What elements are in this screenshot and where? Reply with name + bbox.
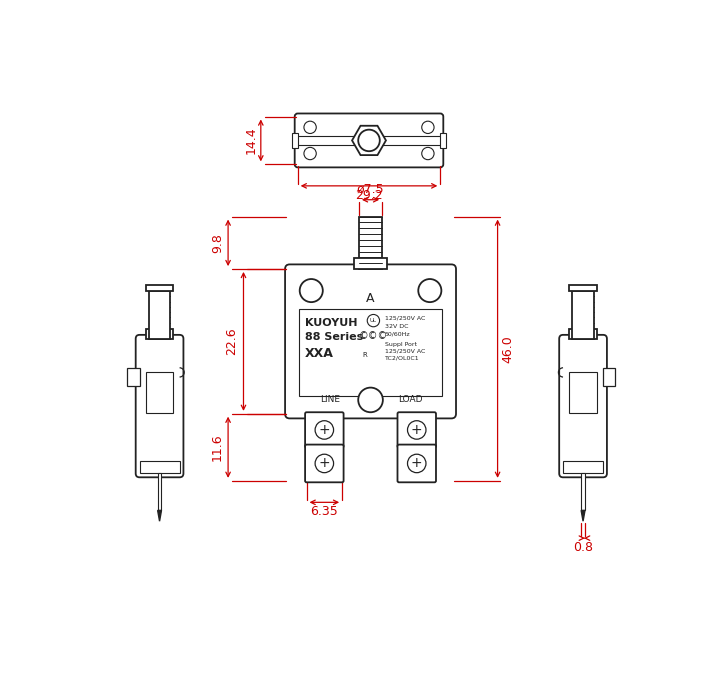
Bar — [572, 291, 594, 339]
Bar — [140, 461, 179, 473]
Text: 32V DC: 32V DC — [385, 324, 408, 329]
Text: KUOYUH: KUOYUH — [305, 318, 358, 328]
Bar — [149, 291, 171, 339]
FancyBboxPatch shape — [559, 335, 607, 477]
Circle shape — [315, 454, 333, 473]
Text: 125/250V AC: 125/250V AC — [385, 316, 426, 321]
Text: 14.4: 14.4 — [245, 127, 258, 154]
Bar — [603, 369, 616, 386]
Text: 22.6: 22.6 — [225, 327, 238, 356]
Text: 6.35: 6.35 — [310, 505, 338, 518]
Text: 88 Series: 88 Series — [305, 332, 364, 342]
Polygon shape — [352, 126, 386, 155]
Circle shape — [422, 121, 434, 134]
Bar — [158, 473, 161, 511]
Circle shape — [359, 130, 379, 151]
Text: +: + — [411, 423, 423, 437]
Bar — [292, 133, 298, 148]
Bar — [145, 329, 174, 339]
Circle shape — [304, 121, 316, 134]
Circle shape — [315, 421, 333, 439]
Text: UL: UL — [370, 318, 377, 323]
Bar — [354, 258, 387, 269]
FancyBboxPatch shape — [397, 444, 436, 482]
Bar — [127, 369, 140, 386]
Bar — [440, 133, 446, 148]
Text: ø7.5: ø7.5 — [356, 183, 384, 196]
FancyBboxPatch shape — [397, 412, 436, 448]
Bar — [570, 329, 597, 339]
Text: 29.2: 29.2 — [355, 189, 383, 202]
Text: +: + — [318, 456, 330, 471]
Text: 125/250V AC: 125/250V AC — [385, 349, 426, 354]
Polygon shape — [581, 511, 585, 521]
Circle shape — [300, 279, 323, 302]
Text: LINE: LINE — [320, 395, 341, 404]
Bar — [570, 285, 597, 291]
Circle shape — [359, 388, 383, 412]
FancyBboxPatch shape — [305, 412, 343, 448]
Text: 9.8: 9.8 — [211, 233, 224, 253]
Bar — [145, 372, 174, 413]
Text: 50/60Hz: 50/60Hz — [385, 331, 410, 336]
Circle shape — [408, 454, 426, 473]
Text: A: A — [366, 291, 375, 305]
FancyBboxPatch shape — [294, 114, 444, 167]
Circle shape — [304, 147, 316, 160]
Circle shape — [408, 421, 426, 439]
FancyBboxPatch shape — [285, 265, 456, 418]
Text: +: + — [318, 423, 330, 437]
Polygon shape — [158, 511, 161, 521]
Text: Suppl Port: Suppl Port — [385, 342, 417, 347]
Text: 46.0: 46.0 — [502, 335, 515, 362]
Bar — [563, 461, 603, 473]
Circle shape — [422, 147, 434, 160]
Bar — [581, 473, 585, 511]
Text: XXA: XXA — [305, 347, 334, 360]
Text: ©©©: ©©© — [359, 331, 388, 341]
Circle shape — [367, 314, 379, 327]
Text: LOAD: LOAD — [398, 395, 423, 404]
Bar — [145, 285, 174, 291]
Text: 11.6: 11.6 — [211, 433, 224, 461]
Text: +: + — [411, 456, 423, 471]
Circle shape — [418, 279, 441, 302]
Text: TC2/OL0C1: TC2/OL0C1 — [385, 356, 420, 361]
Bar — [359, 216, 382, 269]
Bar — [570, 372, 597, 413]
FancyBboxPatch shape — [305, 444, 343, 482]
Text: 0.8: 0.8 — [573, 541, 593, 554]
Bar — [299, 309, 442, 396]
Text: R: R — [362, 352, 367, 358]
FancyBboxPatch shape — [135, 335, 184, 477]
